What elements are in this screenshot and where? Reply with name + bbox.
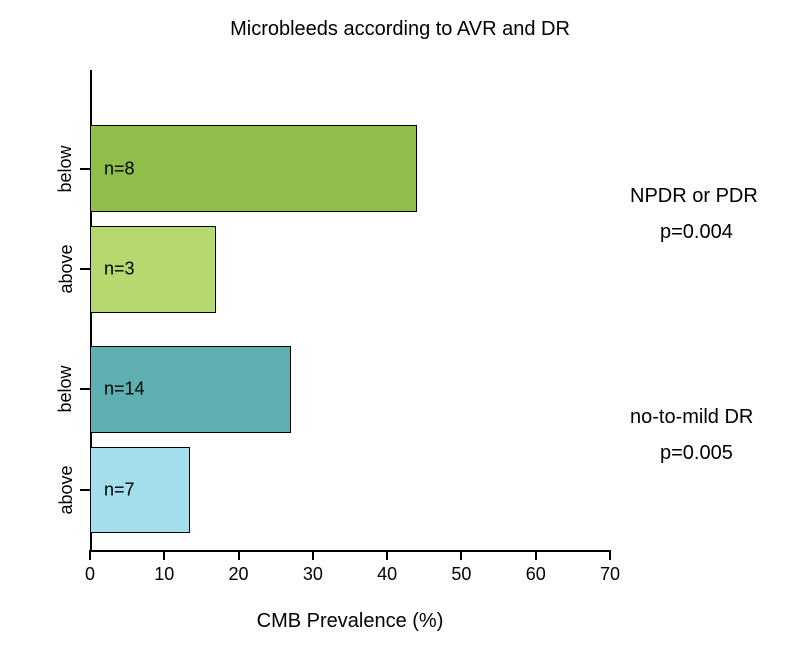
x-tick [460, 550, 462, 560]
y-tick-label: above [56, 466, 77, 515]
x-axis [90, 550, 610, 552]
y-tick [80, 489, 90, 491]
y-tick-label: below [55, 366, 76, 413]
x-tick [163, 550, 165, 560]
y-tick [80, 388, 90, 390]
group-annotation-p: p=0.005 [660, 442, 733, 465]
chart-page: Microbleeds according to AVR and DR 0102… [0, 0, 800, 663]
x-tick [238, 550, 240, 560]
group-annotation-p: p=0.004 [660, 221, 733, 244]
x-axis-label: CMB Prevalence (%) [90, 610, 610, 633]
bar-n-label: n=8 [104, 158, 135, 179]
x-tick-label: 20 [229, 564, 249, 585]
x-tick-label: 10 [154, 564, 174, 585]
x-tick-label: 70 [600, 564, 620, 585]
x-tick-label: 40 [377, 564, 397, 585]
plot-area: 010203040506070n=8belown=3aboven=14below… [90, 70, 610, 550]
bar [90, 125, 417, 211]
x-tick [386, 550, 388, 560]
x-tick [89, 550, 91, 560]
bar-n-label: n=3 [104, 259, 135, 280]
group-annotation-title: NPDR or PDR [630, 185, 758, 208]
x-tick-label: 60 [526, 564, 546, 585]
y-tick [80, 268, 90, 270]
x-tick [609, 550, 611, 560]
x-tick [535, 550, 537, 560]
x-tick-label: 0 [85, 564, 95, 585]
chart-title: Microbleeds according to AVR and DR [0, 18, 800, 41]
y-tick-label: below [55, 145, 76, 192]
y-tick-label: above [56, 245, 77, 294]
bar-n-label: n=7 [104, 480, 135, 501]
x-tick-label: 30 [303, 564, 323, 585]
group-annotation-title: no-to-mild DR [630, 406, 753, 429]
x-tick-label: 50 [451, 564, 471, 585]
bar-n-label: n=14 [104, 379, 145, 400]
x-tick [312, 550, 314, 560]
y-tick [80, 168, 90, 170]
